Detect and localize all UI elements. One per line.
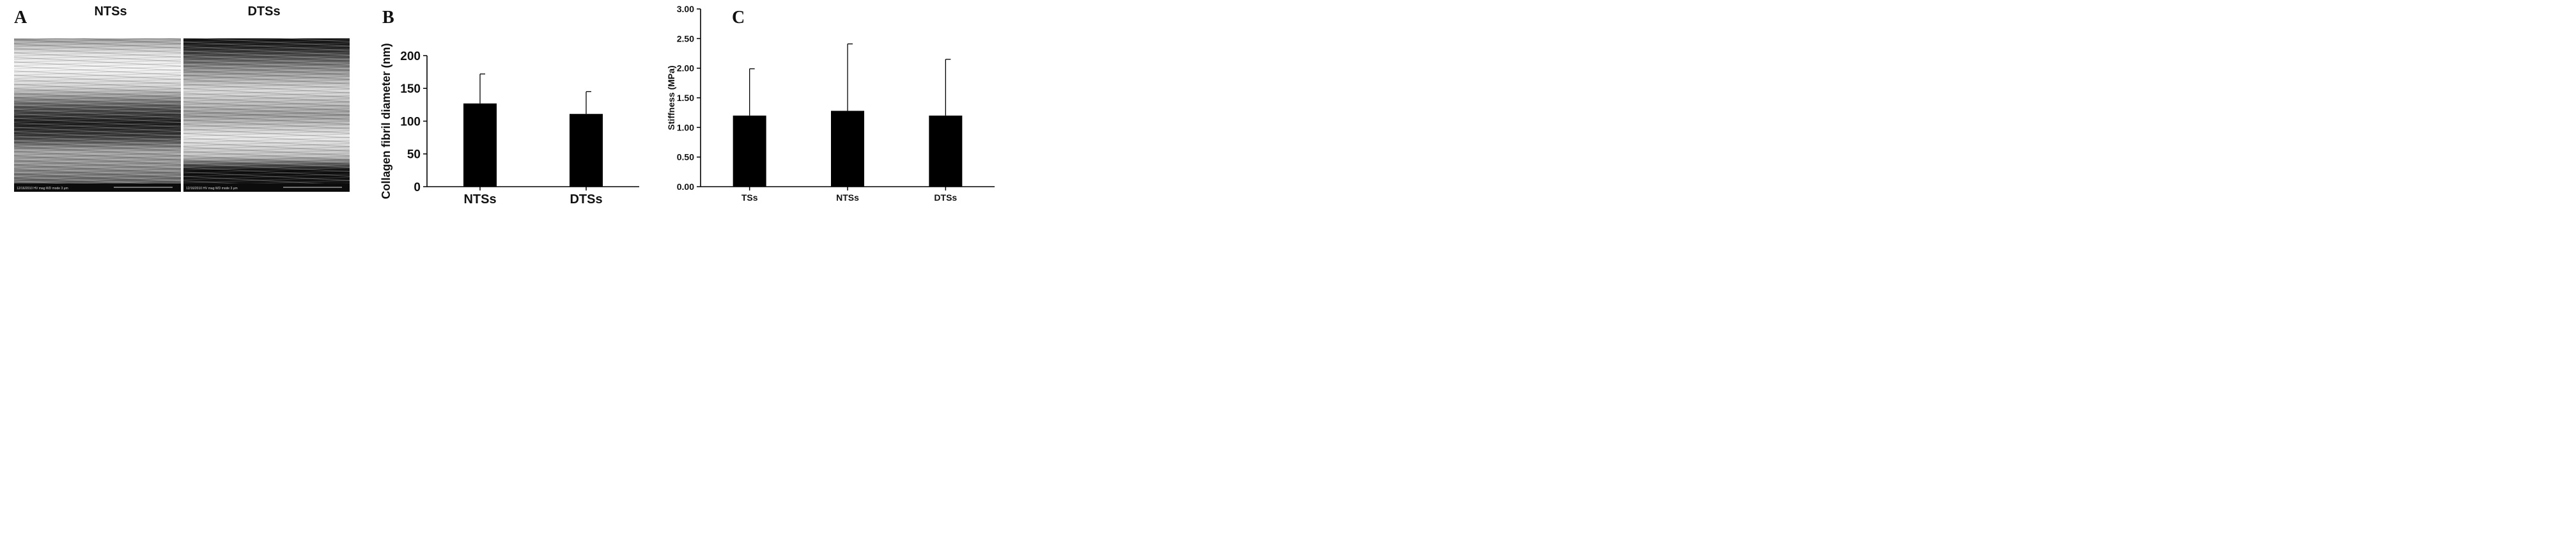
sem-title-ntss: NTSs xyxy=(94,4,127,19)
bar-ntss xyxy=(463,103,497,187)
y-tick-label: 150 xyxy=(400,82,421,96)
sem-info-bar-dtss xyxy=(183,183,350,192)
x-tick-label: NTSs xyxy=(836,192,859,203)
sem-info-bar-ntss xyxy=(14,183,181,192)
sem-title-dtss: DTSs xyxy=(247,4,280,19)
y-tick-label: 2.50 xyxy=(677,33,694,43)
x-tick-label: NTSs xyxy=(463,192,496,206)
y-tick-label: 1.00 xyxy=(677,122,694,132)
x-tick-label: DTSs xyxy=(570,192,602,206)
panel-c-letter: C xyxy=(732,8,745,27)
y-tick-label: 3.00 xyxy=(677,4,694,14)
y-tick-label: 0.50 xyxy=(677,152,694,162)
y-tick-label: 50 xyxy=(407,148,421,162)
x-tick-label: DTSs xyxy=(934,192,957,203)
x-tick-label: TSs xyxy=(741,192,758,203)
figure-canvas: A NTSs DTSs 12/16/2010 HV mag WD mode 3 … xyxy=(14,4,995,206)
y-tick-label: 100 xyxy=(400,115,421,128)
sem-image-dtss: 12/16/2010 HV mag WD mode 3 μm xyxy=(183,38,350,192)
bar-dtss xyxy=(570,114,603,187)
chart-stiffness: 0.00 0.50 1.00 1.50 2.00 2.50 3.00 TSs NTSs DTSs S… xyxy=(666,4,995,203)
sem-image-ntss: 12/16/2010 HV mag WD mode 3 μm xyxy=(14,38,181,192)
y-tick-label: 1.50 xyxy=(677,93,694,103)
sem-info-ntss: 12/16/2010 HV mag WD mode 3 μm xyxy=(17,187,68,191)
bar-dtss xyxy=(929,115,963,187)
y-tick-label: 0 xyxy=(414,181,421,194)
chart-collagen-diameter: 0 50 100 150 200 NTSs DTSs Collagen fibril diam… xyxy=(380,43,639,206)
y-axis-title: Collagen fibril diameter (nm) xyxy=(380,43,392,199)
panel-a-letter: A xyxy=(14,8,27,27)
bar-ntss xyxy=(831,111,864,187)
sem-info-dtss: 12/16/2010 HV mag WD mode 3 μm xyxy=(186,187,238,191)
panel-b-letter: B xyxy=(382,8,394,27)
y-tick-label: 0.00 xyxy=(677,182,694,192)
y-axis-title: Stiffness (MPa) xyxy=(666,65,676,130)
y-tick-label: 2.00 xyxy=(677,63,694,74)
bar-tss xyxy=(733,115,766,187)
y-tick-label: 200 xyxy=(400,50,421,63)
